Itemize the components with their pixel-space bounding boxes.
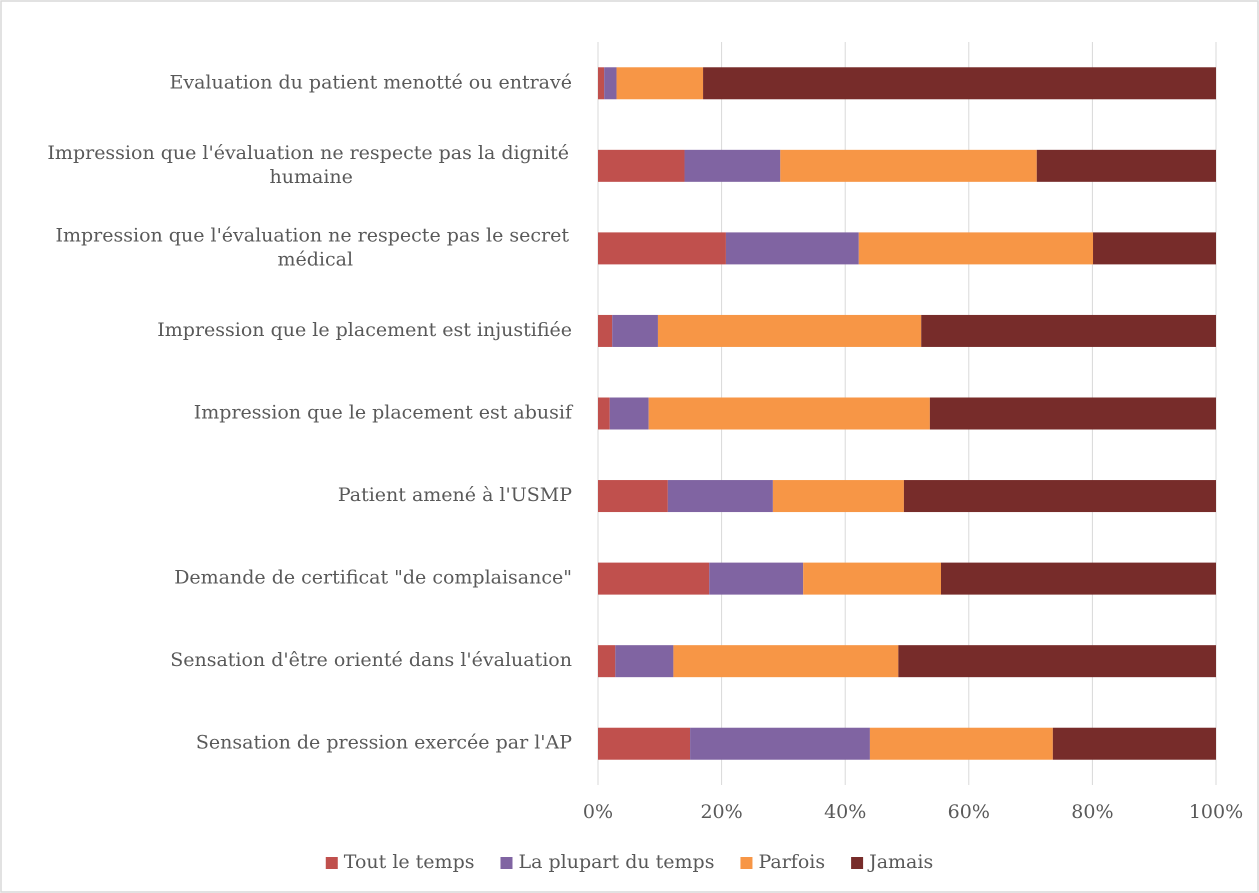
bar-segment [667, 480, 773, 513]
category-label: Patient amené à l'USMP [338, 484, 572, 506]
bar-segment [898, 645, 1216, 678]
bar-segment [1093, 232, 1216, 265]
legend-swatch [740, 857, 753, 869]
bar-segment [615, 645, 674, 678]
bar-segment [772, 480, 904, 513]
x-tick-label: 0% [583, 801, 613, 823]
legend-label: La plupart du temps [518, 851, 714, 873]
bar-segment [725, 232, 859, 265]
bar-segment [869, 727, 1053, 760]
category-label: Sensation d'être orienté dans l'évaluati… [170, 649, 572, 671]
bar-segment [598, 149, 685, 182]
legend-swatch [325, 857, 338, 869]
bar-segment [709, 562, 804, 595]
bar-segment [903, 480, 1216, 513]
category-label: Sensation de pression exercée par l'AP [196, 732, 572, 754]
bar-segment [657, 314, 922, 347]
x-tick-label: 60% [948, 801, 990, 823]
bar-segment [598, 562, 710, 595]
x-tick-label: 100% [1189, 801, 1243, 823]
bar-segment [598, 397, 610, 430]
bar-segment [940, 562, 1216, 595]
bar-segment [780, 149, 1037, 182]
category-label: Impression que le placement est injustif… [157, 319, 572, 341]
bar-segment [598, 67, 605, 100]
category-label-line: Impression que l'évaluation ne respecte … [56, 224, 576, 246]
bar-segment [703, 67, 1216, 100]
bar-segment [598, 480, 668, 513]
bar-segment [921, 314, 1216, 347]
legend-label: Parfois [758, 851, 825, 873]
bar-segment [604, 67, 617, 100]
bar-segment [803, 562, 941, 595]
legend-swatch [500, 857, 513, 869]
bar-segment [598, 645, 616, 678]
category-label: Demande de certificat "de complaisance" [174, 567, 572, 589]
x-tick-label: 20% [700, 801, 742, 823]
bar-segment [684, 149, 781, 182]
legend-label: Jamais [867, 851, 933, 873]
bar-segment [598, 727, 691, 760]
bar-segment [609, 397, 649, 430]
bar-segment [648, 397, 930, 430]
bar-segment [598, 314, 613, 347]
bar-segment [1036, 149, 1216, 182]
category-label: Evaluation du patient menotté ou entravé [169, 71, 572, 93]
category-label-line: médical [277, 248, 353, 270]
bar-segment [929, 397, 1216, 430]
bar-segment [598, 232, 726, 265]
bar-segment [616, 67, 704, 100]
category-label-line: Impression que l'évaluation ne respecte … [47, 142, 575, 164]
category-label: Impression que le placement est abusif [194, 402, 574, 424]
bar-segment [690, 727, 870, 760]
category-label: Impression que l'évaluation ne respecte … [56, 224, 576, 270]
bar-segment [858, 232, 1094, 265]
legend-swatch [851, 857, 864, 869]
category-label-line: humaine [270, 166, 353, 188]
bar-segment [673, 645, 899, 678]
bar-segment [1052, 727, 1216, 760]
category-label: Impression que l'évaluation ne respecte … [47, 142, 575, 188]
legend-label: Tout le temps [344, 851, 475, 873]
bar-segment [612, 314, 658, 347]
x-tick-label: 80% [1071, 801, 1113, 823]
x-tick-label: 40% [824, 801, 866, 823]
